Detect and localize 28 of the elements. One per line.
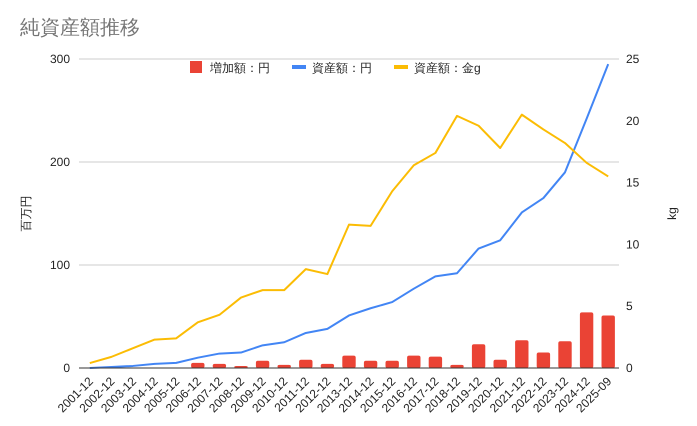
y2-tick-label: 15: [626, 176, 640, 190]
bar: [342, 356, 356, 368]
legend-label: 資産額：円: [312, 61, 372, 75]
bar: [558, 341, 572, 368]
legend-label: 増加額：円: [209, 61, 270, 75]
bar: [386, 360, 399, 368]
bar: [602, 315, 615, 368]
y-tick-label: 300: [50, 52, 70, 66]
y2-axis-title: kg: [665, 207, 679, 220]
y2-tick-label: 10: [626, 237, 640, 252]
bar: [515, 340, 528, 368]
bar: [536, 352, 550, 368]
y2-tick-label: 0: [626, 361, 633, 375]
y-tick-label: 0: [63, 361, 70, 375]
y-tick-label: 100: [50, 258, 70, 272]
y-axis-title: 百万円: [19, 196, 33, 232]
chart-title: 純資産額推移: [20, 17, 140, 39]
bar: [472, 344, 486, 368]
bar: [494, 360, 507, 368]
bar: [407, 356, 420, 368]
y2-tick-label: 25: [626, 52, 640, 66]
legend-label: 資産額：金g: [414, 61, 481, 75]
y-tick-label: 200: [50, 155, 70, 169]
bar: [580, 312, 594, 368]
bar: [428, 356, 442, 368]
y2-tick-label: 5: [626, 299, 633, 314]
bar: [299, 360, 312, 368]
y2-tick-label: 20: [626, 114, 640, 128]
